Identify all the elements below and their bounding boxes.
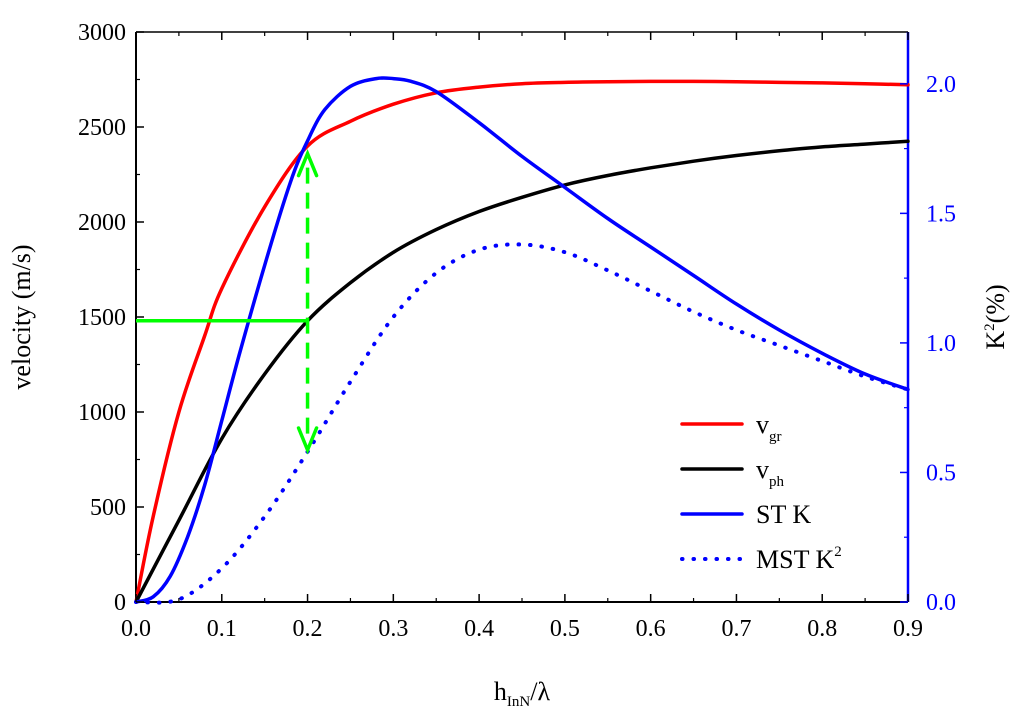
series-st-k-line bbox=[134, 76, 910, 604]
legend-label-sub: ph bbox=[769, 474, 785, 490]
legend-label-main: ST K bbox=[756, 500, 811, 529]
y-right-tick-label: 1.0 bbox=[926, 331, 956, 357]
legend-item-vgr: vgr bbox=[680, 410, 782, 445]
x-tick-label: 0.9 bbox=[893, 616, 923, 642]
y-left-tick-label: 1000 bbox=[78, 400, 126, 426]
y-left-axis-title: velocity (m/s) bbox=[7, 244, 36, 389]
x-tick-label: 0.3 bbox=[378, 616, 408, 642]
y-left-axis-ticks: 0 500 1000 1500 2000 2500 3000 bbox=[78, 20, 144, 616]
legend-item-st-k: ST K bbox=[680, 500, 811, 529]
y-right-axis-title: K2(%) bbox=[981, 284, 1010, 349]
y-left-tick-label: 0 bbox=[114, 590, 126, 616]
series-vgr-line bbox=[134, 79, 910, 604]
x-axis-title-main: h bbox=[494, 677, 507, 706]
annotation-arrowhead-up bbox=[296, 148, 319, 178]
y-right-tick-label: 2.0 bbox=[926, 72, 956, 98]
legend-label-main: MST K bbox=[756, 545, 834, 574]
y-left-tick-label: 3000 bbox=[78, 20, 126, 46]
x-tick-label: 0.4 bbox=[464, 616, 494, 642]
legend-label: vph bbox=[756, 455, 785, 490]
legend-label-main: v bbox=[756, 455, 769, 484]
legend-label-sup: 2 bbox=[834, 544, 842, 560]
x-axis-title-suffix: /λ bbox=[530, 677, 550, 706]
legend-label: ST K bbox=[756, 500, 811, 529]
legend-item-vph: vph bbox=[680, 455, 785, 490]
y-right-axis-title-suffix: (%) bbox=[981, 284, 1010, 323]
series-vph-line bbox=[134, 139, 910, 604]
x-tick-label: 0.8 bbox=[807, 616, 837, 642]
y-right-tick-label: 0.0 bbox=[926, 590, 956, 616]
series-layer bbox=[134, 76, 910, 605]
y-left-tick-label: 500 bbox=[90, 495, 126, 521]
y-right-tick-label: 0.5 bbox=[926, 460, 956, 486]
y-left-tick-label: 2000 bbox=[78, 210, 126, 236]
x-axis-title: hInN/λ bbox=[494, 677, 551, 710]
y-right-axis-ticks: 0.0 0.5 1.0 1.5 2.0 bbox=[900, 72, 956, 616]
y-right-axis-title-sup: 2 bbox=[982, 323, 998, 331]
annotation-arrowhead-down bbox=[296, 426, 319, 455]
x-tick-label: 0.7 bbox=[721, 616, 751, 642]
legend-label: vgr bbox=[756, 410, 782, 445]
y-right-axis-title-main: K bbox=[981, 331, 1010, 350]
legend-item-mst-k2: MST K2 bbox=[680, 544, 842, 574]
legend-label-main: v bbox=[756, 410, 769, 439]
y-left-tick-label: 1500 bbox=[78, 305, 126, 331]
legend-label-sub: gr bbox=[769, 429, 782, 445]
x-tick-label: 0.0 bbox=[121, 616, 151, 642]
x-tick-label: 0.1 bbox=[207, 616, 237, 642]
legend-label: MST K2 bbox=[756, 544, 842, 574]
annotation-layer bbox=[136, 148, 319, 455]
y-right-tick-label: 1.5 bbox=[926, 201, 956, 227]
x-tick-label: 0.5 bbox=[550, 616, 580, 642]
x-axis-title-sub: InN bbox=[507, 694, 530, 710]
x-axis-ticks: 0.0 0.1 0.2 0.3 0.4 0.5 0.6 0.7 0.8 0.9 bbox=[121, 32, 923, 642]
y-left-tick-label: 2500 bbox=[78, 115, 126, 141]
x-tick-label: 0.6 bbox=[636, 616, 666, 642]
x-tick-label: 0.2 bbox=[293, 616, 323, 642]
